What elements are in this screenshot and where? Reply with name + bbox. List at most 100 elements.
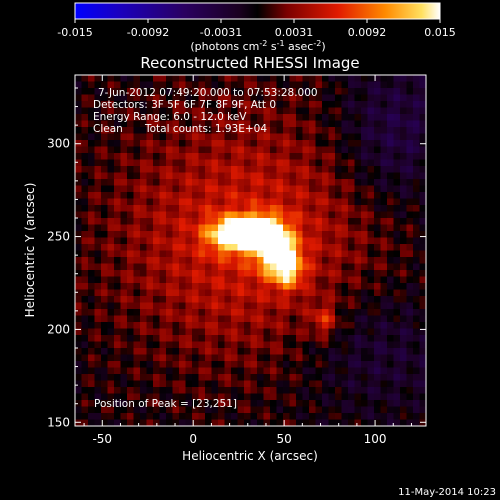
heatmap-cell (127, 257, 135, 265)
heatmap-cell (354, 400, 362, 408)
heatmap-cell (133, 127, 141, 135)
heatmap-cell (101, 166, 109, 174)
heatmap-cell (185, 231, 193, 239)
heatmap-cell (296, 107, 304, 115)
heatmap-cell (237, 127, 245, 135)
heatmap-cell (289, 133, 297, 141)
heatmap-cell (133, 387, 141, 395)
heatmap-cell (140, 101, 148, 109)
heatmap-cell (172, 218, 180, 226)
heatmap-cell (101, 296, 109, 304)
heatmap-cell (263, 114, 271, 122)
heatmap-cell (406, 224, 414, 232)
heatmap-cell (263, 302, 271, 310)
heatmap-cell (393, 179, 401, 187)
heatmap-cell (237, 211, 245, 219)
heatmap-cell (393, 101, 401, 109)
heatmap-cell (263, 367, 271, 375)
colorbar-ticks: -0.015 -0.0092 -0.0031 0.0031 0.0092 0.015 (57, 19, 456, 39)
heatmap-cell (296, 114, 304, 122)
heatmap-cell (244, 166, 252, 174)
heatmap-cell (348, 192, 356, 200)
heatmap-cell (309, 341, 317, 349)
heatmap-cell (315, 380, 323, 388)
heatmap-cell (289, 179, 297, 187)
heatmap-cell (133, 413, 141, 421)
heatmap-cell (322, 315, 330, 323)
heatmap-cell (328, 393, 336, 401)
heatmap-cell (140, 328, 148, 336)
heatmap-cell (250, 328, 258, 336)
heatmap-cell (393, 257, 401, 265)
heatmap-cell (335, 419, 343, 426)
heatmap-cell (224, 159, 232, 167)
heatmap-cell (88, 166, 96, 174)
heatmap-cell (172, 244, 180, 252)
heatmap-cell (413, 120, 421, 128)
heatmap-cell (348, 94, 356, 102)
heatmap-cell (354, 75, 362, 83)
heatmap-cell (244, 302, 252, 310)
heatmap-cell (192, 101, 200, 109)
heatmap-cell (192, 185, 200, 193)
heatmap-cell (367, 75, 375, 83)
heatmap-cell (387, 75, 395, 83)
heatmap-cell (166, 192, 174, 200)
heatmap-cell (400, 101, 408, 109)
heatmap-cell (114, 315, 122, 323)
heatmap-cell (406, 296, 414, 304)
heatmap-cell (140, 413, 148, 421)
heatmap-cell (283, 146, 291, 154)
heatmap-cell (380, 419, 388, 426)
heatmap-cell (380, 107, 388, 115)
heatmap-cell (120, 101, 128, 109)
heatmap-cell (328, 211, 336, 219)
heatmap-cell (179, 302, 187, 310)
heatmap-cell (309, 250, 317, 258)
heatmap-cell (140, 127, 148, 135)
heatmap-cell (94, 296, 102, 304)
heatmap-cell (198, 296, 206, 304)
heatmap-cell (120, 380, 128, 388)
heatmap-cell (211, 140, 219, 148)
heatmap-cell (179, 354, 187, 362)
heatmap-cell (107, 309, 115, 317)
heatmap-cell (218, 302, 226, 310)
heatmap-cell (244, 101, 252, 109)
heatmap-cell (374, 211, 382, 219)
heatmap-cell (354, 257, 362, 265)
heatmap-cell (107, 153, 115, 161)
heatmap-cell (296, 419, 304, 426)
heatmap-cell (413, 159, 421, 167)
heatmap-cell (133, 94, 141, 102)
heatmap-cell (237, 101, 245, 109)
heatmap-cell (153, 387, 161, 395)
heatmap-cell (205, 257, 213, 265)
heatmap-cell (224, 101, 232, 109)
heatmap-cell (75, 179, 83, 187)
heatmap-cell (146, 406, 154, 414)
heatmap-cell (328, 374, 336, 382)
heatmap-cell (328, 127, 336, 135)
heatmap-cell (114, 380, 122, 388)
heatmap-cell (361, 322, 369, 330)
heatmap-cell (114, 166, 122, 174)
heatmap-cell (159, 75, 167, 83)
heatmap-cell (406, 133, 414, 141)
heatmap-cell (419, 335, 426, 343)
heatmap-cell (380, 263, 388, 271)
heatmap-cell (101, 419, 109, 426)
heatmap-cell (231, 302, 239, 310)
heatmap-cell (361, 231, 369, 239)
heatmap-cell (413, 244, 421, 252)
heatmap-cell (205, 341, 213, 349)
heatmap-cell (185, 263, 193, 271)
heatmap-cell (263, 237, 271, 245)
heatmap-cell (205, 361, 213, 369)
heatmap-cell (257, 419, 265, 426)
heatmap-cell (120, 185, 128, 193)
heatmap-cell (380, 224, 388, 232)
heatmap-cell (283, 192, 291, 200)
heatmap-cell (302, 231, 310, 239)
heatmap-cell (296, 192, 304, 200)
